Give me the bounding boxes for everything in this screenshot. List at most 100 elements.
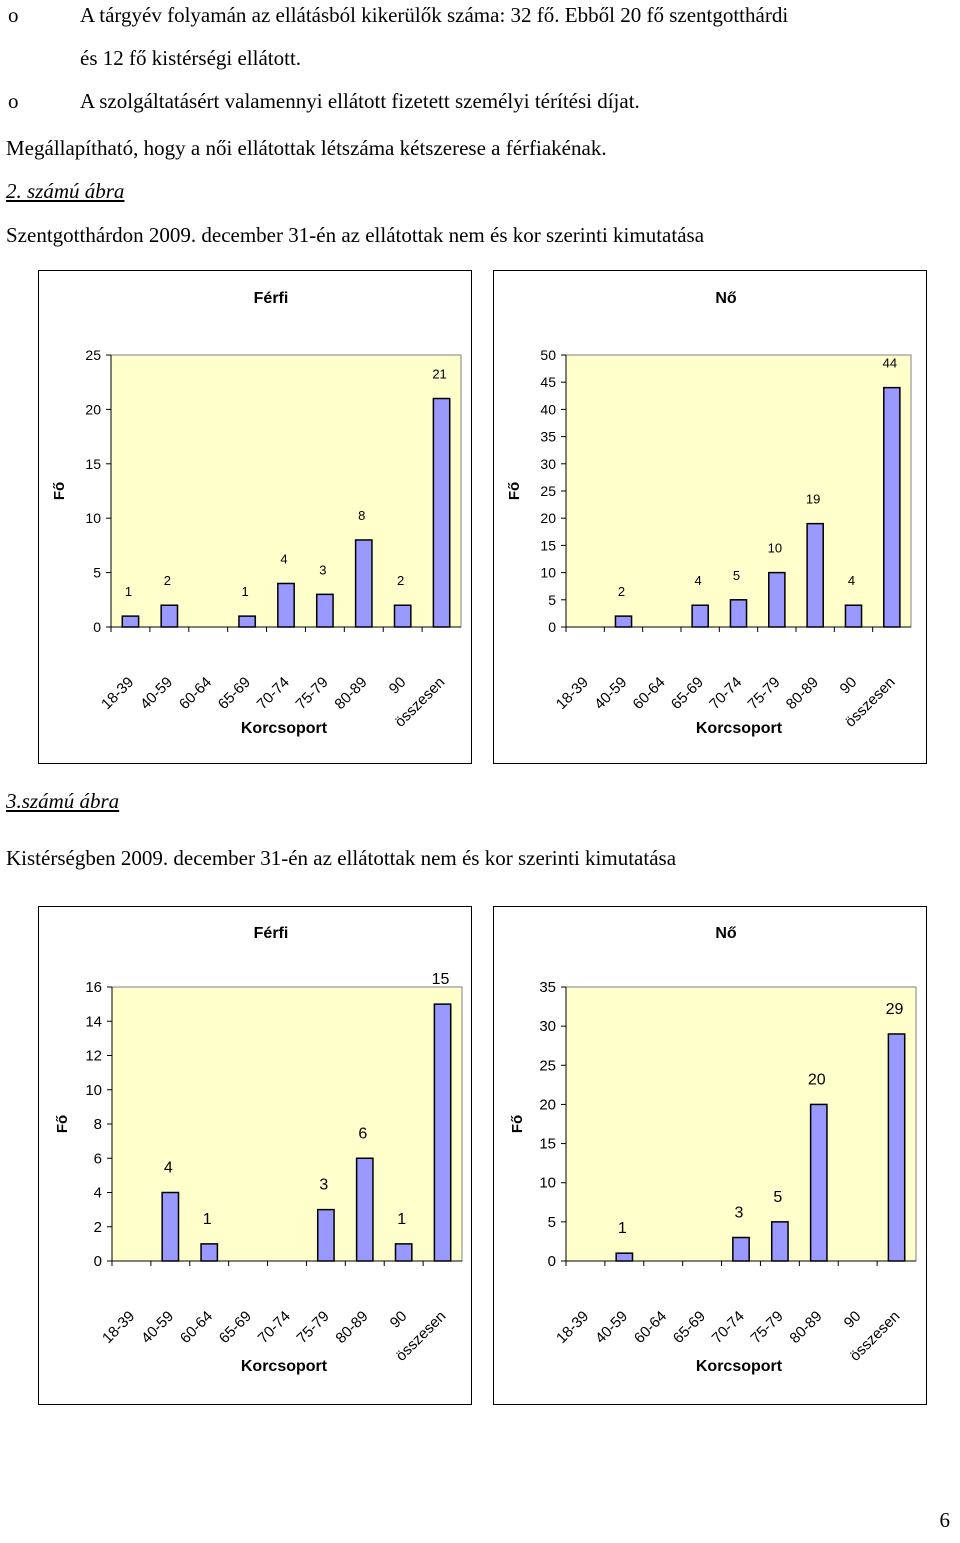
y-tick-label: 45 xyxy=(540,374,556,390)
data-label: 15 xyxy=(432,971,450,988)
y-tick-label: 40 xyxy=(540,401,556,417)
y-tick-label: 16 xyxy=(85,979,102,996)
y-tick-label: 0 xyxy=(94,1253,102,1270)
bar xyxy=(615,1252,634,1262)
x-tick-label: 80-89 xyxy=(331,674,370,713)
bar xyxy=(432,397,451,628)
y-tick-label: 0 xyxy=(548,1253,556,1270)
y-tick-label: 4 xyxy=(94,1185,102,1202)
data-label: 4 xyxy=(848,573,855,588)
chart-fig3-ferfi: Férfi 0 2 4 6 8 10 12 14 16 Fő 18-39 4 40-59 1 60-64 65-… xyxy=(38,906,472,1405)
y-tick-label: 6 xyxy=(94,1150,102,1167)
bar xyxy=(806,522,824,628)
x-axis-label: Korcsoport xyxy=(241,720,328,737)
y-tick-label: 35 xyxy=(539,979,556,996)
y-axis-label: Fő xyxy=(509,1115,526,1133)
paragraph-line-4: Megállapítható, hogy a női ellátottak lé… xyxy=(6,136,607,160)
paragraph-line-1: A tárgyév folyamán az ellátásból kikerül… xyxy=(80,3,789,27)
data-label: 5 xyxy=(733,568,740,583)
x-tick-label: 40-59 xyxy=(138,1308,177,1347)
bar xyxy=(844,604,863,628)
bar xyxy=(614,615,633,628)
figure-3-caption: Kistérségben 2009. december 31-én az ell… xyxy=(6,846,677,870)
y-tick-label: 25 xyxy=(540,483,556,499)
y-tick-label: 35 xyxy=(540,429,556,445)
bar xyxy=(160,604,179,628)
bar xyxy=(433,1003,452,1262)
data-label: 44 xyxy=(883,356,897,371)
x-tick-label: 80-89 xyxy=(783,674,822,713)
y-tick-label: 10 xyxy=(540,565,556,581)
bar xyxy=(315,593,334,628)
data-label: 1 xyxy=(397,1211,406,1228)
data-label: 1 xyxy=(618,1220,627,1237)
page-number: 6 xyxy=(939,1508,951,1532)
y-tick-label: 50 xyxy=(540,347,556,363)
y-tick-label: 8 xyxy=(94,1116,102,1133)
data-label: 5 xyxy=(773,1189,782,1206)
paragraph-line-3: A szolgáltatásért valamennyi ellátott fi… xyxy=(80,89,640,113)
plot-area xyxy=(110,354,462,628)
x-tick-label: 70-74 xyxy=(255,1308,294,1347)
bar xyxy=(770,1221,789,1262)
bar xyxy=(729,599,748,628)
y-tick-label: 5 xyxy=(93,565,101,581)
bar xyxy=(161,1191,180,1262)
data-label: 1 xyxy=(125,584,132,599)
data-label: 29 xyxy=(886,1001,904,1018)
y-tick-label: 25 xyxy=(539,1057,556,1074)
figure-2-label: 2. számú ábra xyxy=(6,179,125,203)
x-tick-label: 60-64 xyxy=(630,674,669,713)
data-label: 2 xyxy=(164,573,171,588)
figure-2-caption: Szentgotthárdon 2009. december 31-én az … xyxy=(6,223,705,247)
bar xyxy=(238,615,257,628)
data-label: 21 xyxy=(432,367,446,382)
chart-fig2-ferfi-svg: Férfi 0 5 10 15 20 25 Fő 1 18-39 2 40-59 60-64 1 65-69… xyxy=(51,290,462,737)
x-tick-label: 80-89 xyxy=(332,1308,371,1347)
x-tick-label: 65-69 xyxy=(216,1308,255,1347)
y-axis-label: Fő xyxy=(506,482,523,500)
x-axis-label: Korcsoport xyxy=(241,1358,328,1375)
y-tick-label: 20 xyxy=(539,1096,556,1113)
data-label: 4 xyxy=(695,573,702,588)
x-tick-label: 40-59 xyxy=(592,1308,631,1347)
paragraph-line-2: és 12 fő kistérségi ellátott. xyxy=(80,46,302,70)
x-tick-label: 75-79 xyxy=(745,674,784,713)
x-tick-label: 70-74 xyxy=(709,1308,748,1347)
bar xyxy=(354,539,373,628)
figure-3-label: 3.számú ábra xyxy=(6,789,120,813)
bar xyxy=(200,1243,219,1262)
data-label: 1 xyxy=(203,1211,212,1228)
bar xyxy=(887,1033,906,1262)
data-label: 3 xyxy=(735,1205,744,1222)
x-tick-label: 75-79 xyxy=(748,1308,787,1347)
bar xyxy=(394,1243,413,1262)
x-tick-label: 18-39 xyxy=(553,1308,592,1347)
bar xyxy=(732,1236,750,1262)
bar xyxy=(691,604,709,628)
y-tick-label: 30 xyxy=(539,1018,556,1035)
x-tick-label: 90 xyxy=(387,1308,411,1332)
x-axis-label: Korcsoport xyxy=(696,720,783,737)
y-tick-label: 2 xyxy=(94,1219,102,1236)
y-tick-label: 14 xyxy=(85,1013,102,1030)
bar xyxy=(355,1157,374,1262)
bar xyxy=(277,582,295,628)
plot-area xyxy=(565,354,912,628)
bar xyxy=(809,1103,828,1262)
chart-title: Nő xyxy=(715,925,737,942)
y-tick-label: 15 xyxy=(539,1136,556,1153)
data-label: 2 xyxy=(618,584,625,599)
x-tick-label: 90 xyxy=(386,674,410,698)
data-label: 10 xyxy=(768,541,782,556)
x-tick-label: 65-69 xyxy=(668,674,707,713)
y-tick-label: 25 xyxy=(85,347,101,363)
bullet-marker: o xyxy=(8,3,19,27)
y-axis-label: Fő xyxy=(51,482,68,500)
y-tick-label: 5 xyxy=(548,1214,556,1231)
x-tick-label: 70-74 xyxy=(254,674,293,713)
data-label: 1 xyxy=(241,584,248,599)
bar xyxy=(883,386,901,628)
